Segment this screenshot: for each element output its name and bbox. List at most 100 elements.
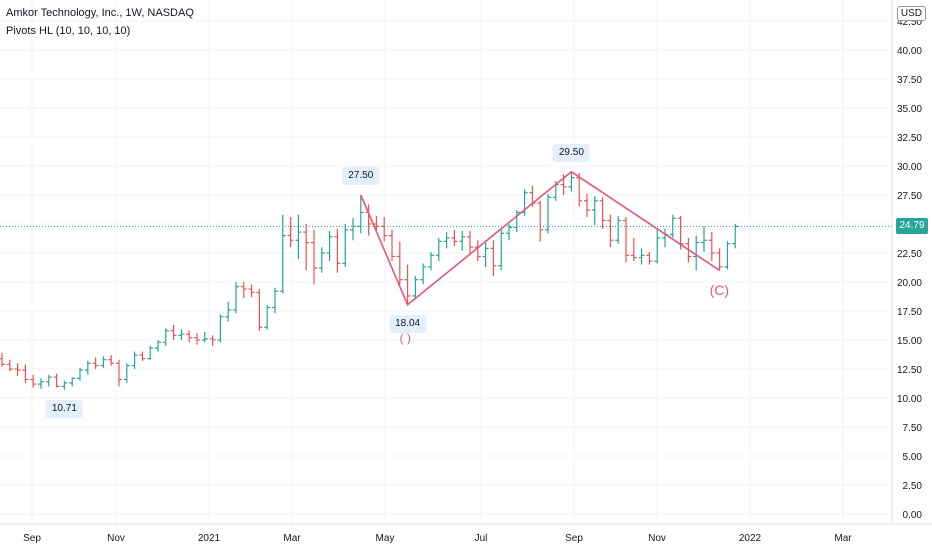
ohlc-bar — [482, 242, 489, 267]
y-tick-label: 42.50 — [897, 17, 922, 28]
grid-layer — [0, 0, 892, 524]
ohlc-bar — [545, 193, 551, 234]
ohlc-bar — [77, 367, 83, 381]
ohlc-bar — [178, 329, 185, 340]
currency-button[interactable]: USD — [896, 6, 926, 21]
ohlc-bar — [53, 373, 60, 388]
ohlc-bar — [693, 235, 700, 271]
ohlc-bar — [131, 351, 138, 369]
ohlc-bar — [256, 288, 263, 331]
y-tick-label: 40.00 — [897, 46, 922, 57]
ohlc-bar — [732, 224, 739, 249]
ohlc-bar — [162, 328, 169, 346]
ohlc-bar — [38, 378, 44, 389]
ohlc-bar — [22, 364, 29, 383]
ohlc-bar — [654, 229, 661, 264]
ohlc-bar — [139, 351, 146, 361]
ohlc-bar — [646, 251, 653, 265]
y-tick-label: 15.00 — [897, 336, 922, 347]
ohlc-bar — [318, 247, 325, 273]
pivot-high-label: 27.50 — [342, 167, 380, 185]
ohlc-bar — [108, 355, 115, 366]
x-tick-label: May — [376, 533, 395, 544]
ohlc-bar — [342, 224, 349, 267]
y-tick-label: 2.50 — [903, 481, 923, 492]
ohlc-bar — [123, 363, 130, 383]
ohlc-bar — [0, 352, 5, 367]
ohlc-bar — [69, 377, 76, 387]
x-tick-label: Sep — [23, 533, 41, 544]
ohlc-bar — [716, 248, 723, 271]
ohlc-bar — [708, 232, 715, 262]
last-price-label: 24.79 — [896, 218, 928, 235]
y-tick-label: 32.50 — [897, 133, 922, 144]
ohlc-bar — [45, 374, 52, 387]
ohlc-bar — [30, 374, 37, 388]
ohlc-bar — [513, 210, 520, 233]
ohlc-bar — [568, 171, 575, 192]
pivot-low-label: 10.71 — [45, 399, 83, 418]
x-tick-label: 2021 — [198, 533, 221, 544]
ohlc-bar — [264, 305, 271, 330]
y-tick-label: 27.50 — [897, 191, 922, 202]
x-tick-label: Jul — [475, 533, 488, 544]
ohlc-bar — [209, 335, 216, 346]
ohlc-bar — [428, 251, 434, 271]
y-tick-label: 35.00 — [897, 104, 922, 115]
ohlc-bar — [584, 193, 590, 218]
ohlc-bar — [279, 214, 286, 294]
ohlc-bar — [186, 330, 193, 343]
ohlc-bar — [6, 359, 13, 372]
ohlc-bar — [295, 214, 302, 259]
ohlc-bar — [170, 324, 177, 340]
y-tick-label: 17.50 — [897, 307, 922, 318]
y-tick-label: 22.50 — [897, 249, 922, 260]
x-tick-label: 2022 — [739, 533, 762, 544]
ohlc-bar — [147, 345, 154, 360]
y-tick-label: 10.00 — [897, 394, 922, 405]
ohlc-bar — [61, 380, 68, 390]
y-tick-label: 37.50 — [897, 75, 922, 86]
y-tick-label: 20.00 — [897, 278, 922, 289]
zigzag-line — [360, 170, 721, 307]
y-tick-label: 7.50 — [903, 423, 923, 434]
ohlc-bar — [155, 340, 161, 352]
x-tick-label: Mar — [283, 533, 301, 544]
y-tick-label: 12.50 — [897, 365, 922, 376]
ohlc-bar — [474, 240, 481, 262]
y-tick-label: 5.00 — [903, 452, 923, 463]
price-axis: 0.00 2.50 5.00 7.50 10.00 12.50 15.00 17.50 20.0… — [897, 17, 922, 521]
ohlc-bar — [389, 229, 395, 262]
x-tick-label: Nov — [107, 533, 125, 544]
ohlc-bar — [662, 228, 668, 248]
ohlc-bar — [599, 197, 606, 229]
ohlc-bar — [506, 224, 512, 241]
ohlc-bar — [615, 215, 622, 244]
ohlc-bar — [194, 333, 200, 345]
ohlc-bar — [459, 230, 466, 251]
ohlc-bar — [100, 356, 107, 368]
y-tick-label: 30.00 — [897, 162, 922, 173]
ohlc-bar — [467, 230, 473, 253]
ohlc-bar — [638, 248, 645, 265]
ohlc-bar — [498, 229, 505, 271]
ohlc-bar — [443, 232, 450, 249]
ohlc-bar — [217, 314, 224, 343]
ohlc-bar — [92, 357, 99, 369]
ohlc-bar — [630, 237, 637, 262]
x-tick-label: Sep — [565, 533, 583, 544]
chart-title: Amkor Technology, Inc., 1W, NASDAQ — [6, 7, 194, 19]
ohlc-bar — [396, 241, 403, 285]
zigzag-layer — [360, 170, 721, 307]
ohlc-bar — [326, 230, 333, 262]
ohlc-bar — [233, 282, 239, 314]
ohlc-bar — [303, 224, 310, 271]
ohlc-bar — [591, 196, 598, 226]
ohlc-bar — [350, 218, 356, 241]
ohlc-bar — [272, 287, 278, 314]
indicator-legend[interactable]: Pivots HL (10, 10, 10, 10) — [6, 25, 131, 37]
time-axis: Sep Nov 2021 Mar May Jul Sep Nov 2022 Mar — [23, 533, 852, 544]
ohlc-bar — [311, 229, 317, 285]
